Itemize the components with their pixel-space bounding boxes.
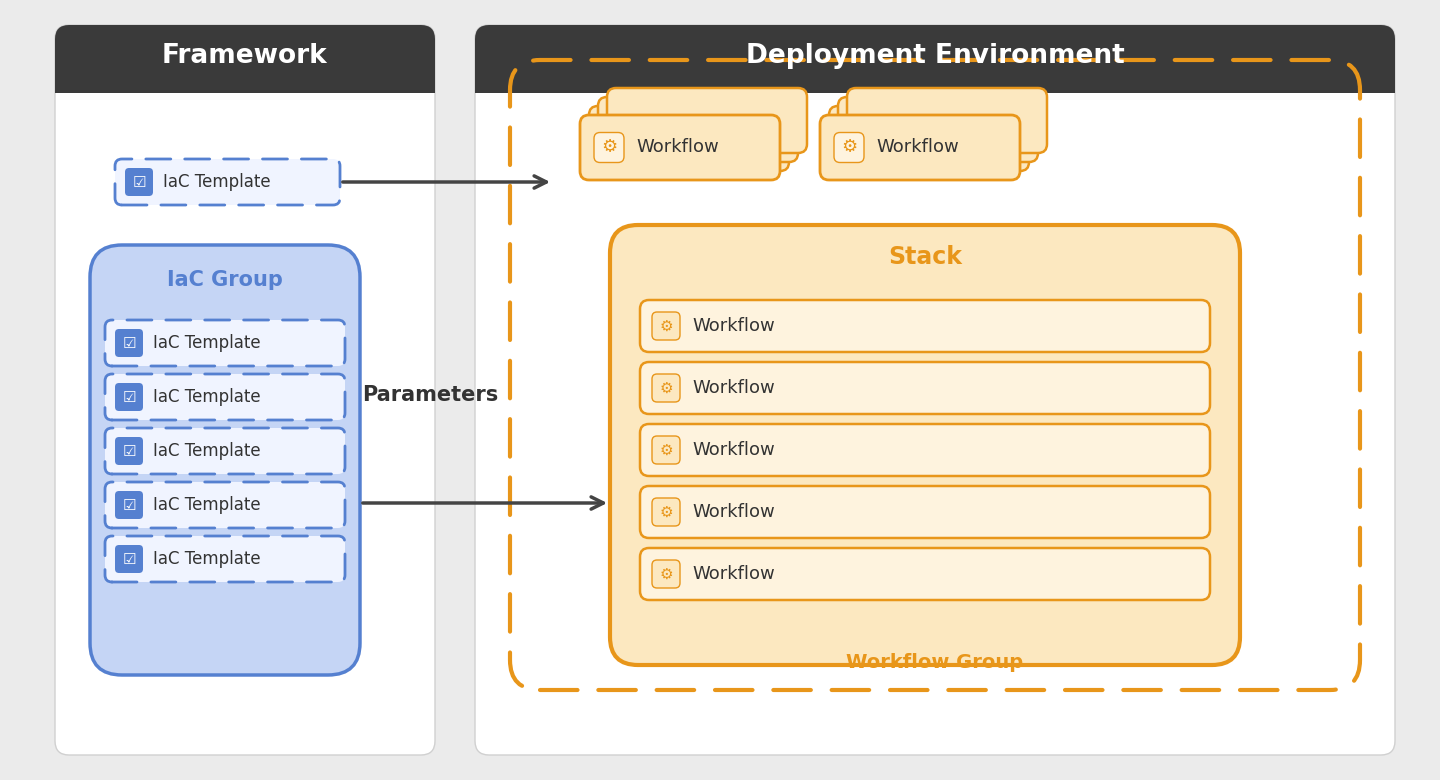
Text: IaC Template: IaC Template: [163, 173, 271, 191]
Text: ⚙: ⚙: [600, 139, 618, 157]
Text: ⚙: ⚙: [660, 442, 672, 458]
FancyBboxPatch shape: [611, 225, 1240, 665]
Text: ☑: ☑: [122, 389, 135, 405]
Text: ⚙: ⚙: [660, 505, 672, 519]
FancyBboxPatch shape: [639, 486, 1210, 538]
Text: ☑: ☑: [122, 335, 135, 350]
Text: IaC Template: IaC Template: [153, 550, 261, 568]
Text: Workflow: Workflow: [876, 139, 959, 157]
Text: Parameters: Parameters: [361, 385, 498, 405]
FancyBboxPatch shape: [115, 329, 143, 357]
FancyBboxPatch shape: [105, 374, 346, 420]
Text: IaC Template: IaC Template: [153, 442, 261, 460]
Text: Workflow: Workflow: [693, 379, 775, 397]
Text: IaC Template: IaC Template: [153, 388, 261, 406]
Text: Workflow: Workflow: [636, 139, 719, 157]
FancyBboxPatch shape: [639, 424, 1210, 476]
FancyBboxPatch shape: [838, 97, 1038, 162]
FancyBboxPatch shape: [819, 115, 1020, 180]
FancyBboxPatch shape: [652, 560, 680, 588]
FancyBboxPatch shape: [652, 312, 680, 340]
Text: ☑: ☑: [132, 175, 145, 190]
Text: ☑: ☑: [122, 498, 135, 512]
FancyBboxPatch shape: [598, 97, 798, 162]
FancyBboxPatch shape: [115, 545, 143, 573]
FancyBboxPatch shape: [115, 159, 340, 205]
Text: Deployment Environment: Deployment Environment: [746, 43, 1125, 69]
FancyBboxPatch shape: [608, 88, 806, 153]
Text: Workflow: Workflow: [693, 441, 775, 459]
Text: Framework: Framework: [163, 43, 328, 69]
FancyBboxPatch shape: [115, 491, 143, 519]
Bar: [55, 59, 435, 93]
FancyBboxPatch shape: [105, 482, 346, 528]
FancyBboxPatch shape: [125, 168, 153, 196]
FancyBboxPatch shape: [652, 374, 680, 402]
FancyBboxPatch shape: [55, 25, 435, 755]
Text: IaC Template: IaC Template: [153, 496, 261, 514]
FancyBboxPatch shape: [652, 498, 680, 526]
FancyBboxPatch shape: [580, 115, 780, 180]
Text: Stack: Stack: [888, 245, 962, 269]
FancyBboxPatch shape: [652, 436, 680, 464]
FancyBboxPatch shape: [475, 25, 1395, 93]
Text: IaC Template: IaC Template: [153, 334, 261, 352]
Text: IaC Group: IaC Group: [167, 270, 282, 290]
FancyBboxPatch shape: [595, 133, 624, 162]
Text: ⚙: ⚙: [841, 139, 857, 157]
FancyBboxPatch shape: [105, 536, 346, 582]
FancyBboxPatch shape: [105, 320, 346, 366]
FancyBboxPatch shape: [829, 106, 1030, 171]
FancyBboxPatch shape: [115, 383, 143, 411]
FancyBboxPatch shape: [55, 25, 435, 93]
FancyBboxPatch shape: [847, 88, 1047, 153]
FancyBboxPatch shape: [639, 548, 1210, 600]
Text: Workflow Group: Workflow Group: [847, 653, 1024, 672]
Bar: [475, 59, 1395, 93]
FancyBboxPatch shape: [639, 300, 1210, 352]
FancyBboxPatch shape: [639, 362, 1210, 414]
Text: ☑: ☑: [122, 551, 135, 566]
FancyBboxPatch shape: [834, 133, 864, 162]
FancyBboxPatch shape: [589, 106, 789, 171]
Text: Workflow: Workflow: [693, 565, 775, 583]
FancyBboxPatch shape: [105, 428, 346, 474]
FancyBboxPatch shape: [475, 25, 1395, 755]
FancyBboxPatch shape: [89, 245, 360, 675]
Text: ⚙: ⚙: [660, 381, 672, 395]
Text: ☑: ☑: [122, 444, 135, 459]
Text: ⚙: ⚙: [660, 318, 672, 334]
FancyBboxPatch shape: [115, 437, 143, 465]
Text: Workflow: Workflow: [693, 503, 775, 521]
Text: Workflow: Workflow: [693, 317, 775, 335]
Text: ⚙: ⚙: [660, 566, 672, 582]
